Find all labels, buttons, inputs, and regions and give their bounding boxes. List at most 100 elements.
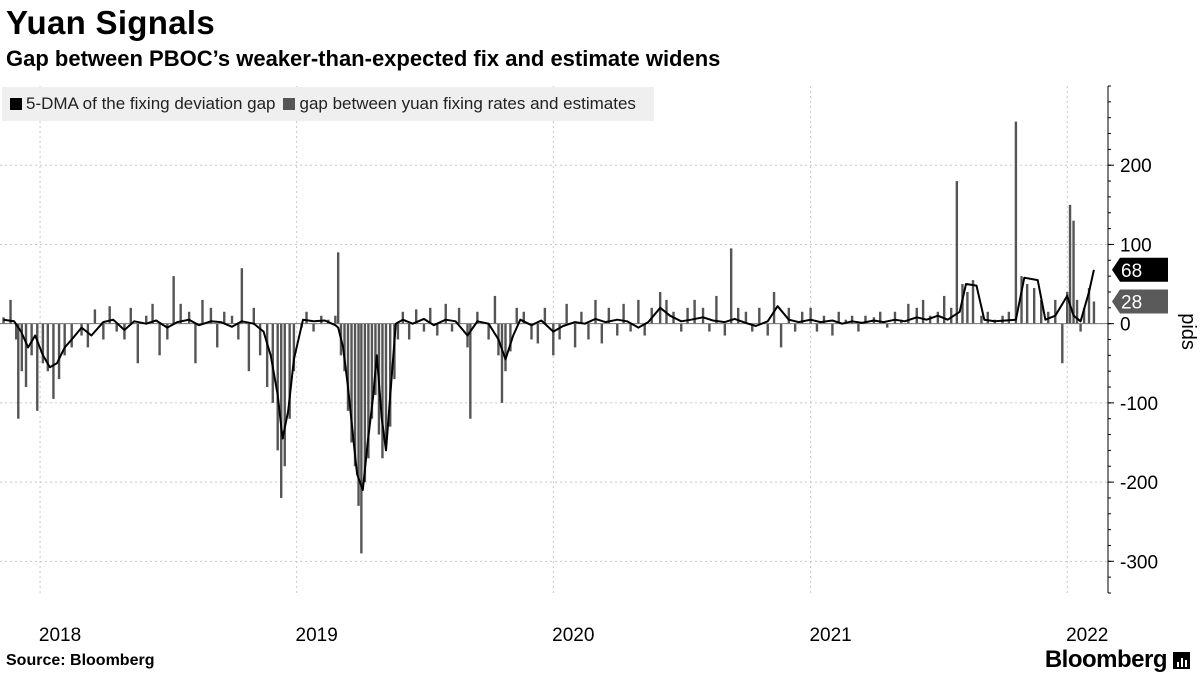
- x-tick-label: 2020: [552, 625, 594, 646]
- gap-bar: [102, 323, 105, 340]
- gap-bar: [283, 323, 286, 467]
- gap-bar: [292, 323, 296, 372]
- gap-bar: [950, 307, 953, 324]
- gap-bar: [360, 323, 363, 554]
- chart-legend: 5-DMA of the fixing deviation gap gap be…: [2, 87, 654, 121]
- gap-bar: [93, 309, 97, 324]
- y-tick-label: 200: [1120, 156, 1152, 177]
- gap-bar: [758, 307, 761, 324]
- gap-bar: [966, 291, 969, 324]
- gap-bar: [779, 323, 783, 348]
- gap-bar: [787, 307, 791, 324]
- gap-bar: [363, 323, 367, 483]
- gap-bar: [980, 315, 983, 324]
- gap-bar: [600, 323, 604, 344]
- gap-bar: [265, 323, 269, 388]
- gap-bar: [1020, 276, 1023, 324]
- gap-bar: [305, 311, 308, 324]
- gap-bar: [187, 311, 191, 324]
- gap-bar: [179, 303, 182, 324]
- legend-swatch-5dma: [10, 98, 22, 110]
- gap-bar: [536, 323, 540, 344]
- gap-bar: [346, 323, 350, 411]
- gap-bar: [1072, 220, 1075, 324]
- gap-bar: [522, 311, 525, 324]
- gap-bar: [886, 323, 889, 328]
- gap-bar: [320, 315, 323, 324]
- gap-bar: [374, 323, 377, 395]
- gap-bar: [370, 323, 374, 419]
- gap-bar: [751, 323, 754, 332]
- gap-bar: [680, 323, 683, 332]
- gap-bar: [63, 323, 66, 356]
- gap-bar: [115, 323, 118, 332]
- gap-bar: [1082, 307, 1086, 324]
- gap-bar: [1007, 311, 1011, 324]
- gap-bar: [46, 323, 50, 372]
- y-tick-label: -100: [1120, 394, 1158, 415]
- gap-bar: [1087, 288, 1091, 324]
- gap-bar: [504, 323, 507, 372]
- gap-bar: [108, 306, 111, 324]
- gap-bar: [580, 311, 583, 324]
- gap-bar: [500, 323, 504, 403]
- gap-bar: [343, 323, 346, 372]
- gap-bar: [422, 323, 426, 332]
- gap-bar: [594, 299, 597, 324]
- gap-bar: [809, 307, 812, 324]
- gap-bar: [573, 323, 577, 348]
- gap-bar: [607, 307, 611, 324]
- gap-bar: [879, 311, 882, 324]
- gap-bar: [1079, 323, 1082, 332]
- x-tick-label: 2022: [1066, 625, 1108, 646]
- gap-bar: [744, 311, 748, 324]
- gap-bar: [288, 323, 291, 419]
- gap-bar: [815, 323, 819, 332]
- gap-bar: [1001, 315, 1004, 324]
- gap-bar: [136, 323, 139, 364]
- gap-bar: [708, 323, 711, 332]
- gap-bar: [350, 323, 353, 443]
- gap-bar: [388, 323, 392, 427]
- brand-name: Bloomberg: [1044, 646, 1168, 673]
- gap-bar: [487, 323, 490, 340]
- gap-bar: [166, 323, 169, 340]
- gap-bar: [822, 315, 826, 324]
- gap-bar: [407, 323, 411, 340]
- gap-bar: [1061, 323, 1064, 364]
- gap-bar: [336, 252, 340, 324]
- x-tick-label: 2019: [296, 625, 338, 646]
- gap-bar: [971, 280, 975, 324]
- gap-bar: [280, 323, 283, 498]
- gap-bar: [353, 323, 357, 467]
- gap-bar: [986, 311, 989, 324]
- gap-bar: [57, 323, 61, 380]
- gap-bar: [857, 323, 860, 332]
- gap-bar: [312, 323, 315, 332]
- gap-bar: [145, 315, 148, 324]
- legend-item-gap[interactable]: gap between yuan fixing rates and estima…: [283, 94, 636, 114]
- x-tick-label: 2018: [39, 625, 81, 646]
- gap-bar: [915, 307, 918, 324]
- legend-label-gap: gap between yuan fixing rates and estima…: [299, 94, 636, 113]
- x-tick-label: 2021: [809, 625, 851, 646]
- gap-bar: [543, 307, 547, 324]
- legend-swatch-gap: [283, 98, 296, 110]
- gap-bar: [469, 323, 472, 419]
- gap-bar: [928, 315, 932, 324]
- gap-bar: [415, 309, 418, 324]
- gap-bar: [493, 295, 497, 324]
- gap-bar: [693, 299, 696, 324]
- gap-bar: [258, 323, 262, 356]
- gap-bar: [52, 323, 55, 399]
- gap-bar: [907, 303, 910, 324]
- gap-bar: [643, 323, 646, 336]
- gap-bar: [587, 323, 590, 340]
- gap-bar: [1092, 301, 1096, 324]
- gap-bar: [129, 307, 132, 324]
- gap-bar: [864, 315, 867, 324]
- gap-bar: [240, 268, 244, 324]
- legend-item-5dma[interactable]: 5-DMA of the fixing deviation gap: [10, 94, 275, 114]
- gap-bar: [24, 323, 28, 388]
